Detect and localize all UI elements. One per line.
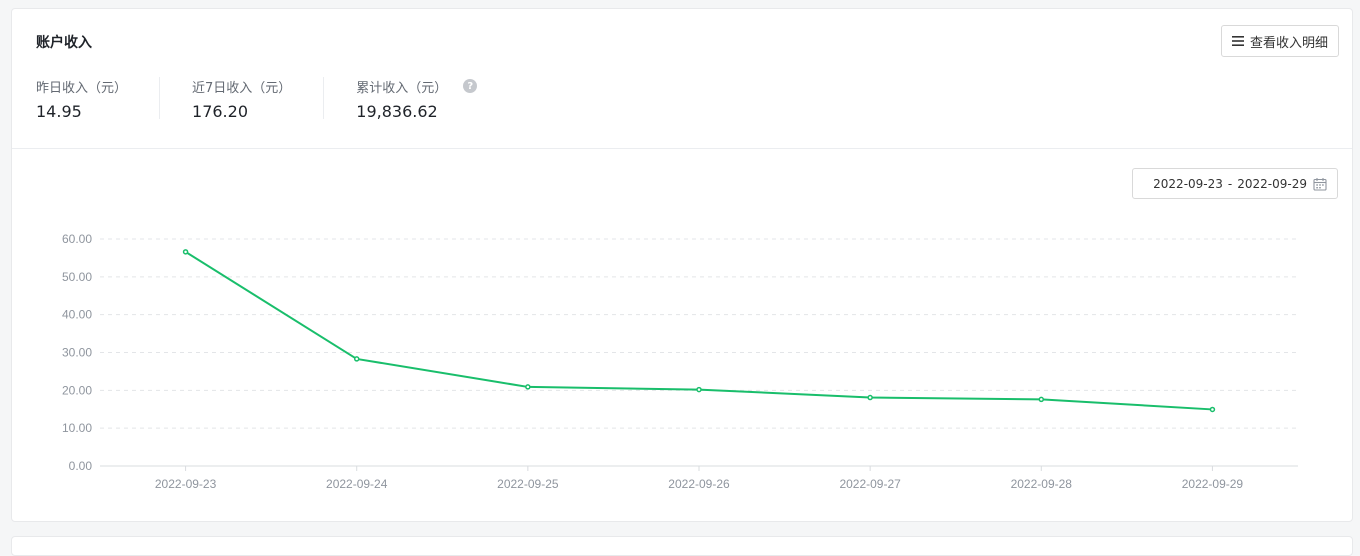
chart-data-point: [525, 384, 531, 390]
chart-y-tick-label: 0.00: [69, 459, 93, 473]
chart-y-tick-label: 50.00: [62, 270, 92, 284]
chart-x-tick-label: 2022-09-27: [839, 477, 901, 491]
stat-label: 近7日收入（元）: [192, 80, 292, 96]
view-income-detail-label: 查看收入明细: [1249, 35, 1328, 51]
section-divider: [12, 148, 1352, 149]
chart-x-tick-label: 2022-09-24: [326, 477, 388, 491]
income-stats: 昨日收入（元） 14.95 近7日收入（元） 176.20 累计收入（元） ? …: [36, 77, 541, 121]
view-income-detail-button[interactable]: 查看收入明细: [1221, 25, 1339, 57]
stat-value: 14.95: [36, 102, 82, 121]
stat-total: 累计收入（元） ? 19,836.62: [356, 77, 509, 121]
chart-data-point: [696, 386, 702, 393]
date-range-start: 2022-09-23: [1153, 176, 1223, 191]
stat-yesterday: 昨日收入（元） 14.95: [36, 77, 161, 121]
chart-x-tick-label: 2022-09-29: [1182, 477, 1244, 491]
income-line-chart: 60.00 50.00 40.00 30.00 20.00 10.00 0.00 2022-0…: [62, 232, 1298, 491]
stat-label: 昨日收入（元）: [36, 80, 128, 96]
chart-x-tick-label: 2022-09-28: [1011, 477, 1073, 491]
stat-value: 176.20: [192, 102, 248, 121]
stat-label-row: 累计收入（元） ?: [356, 77, 478, 96]
chart-data-point: [182, 249, 189, 255]
chart-y-tick-label: 10.00: [62, 421, 92, 435]
stat-label: 累计收入（元）: [356, 80, 448, 96]
card-title: 账户收入: [36, 35, 92, 51]
chart-x-tick-label: 2022-09-23: [155, 477, 217, 491]
chart-y-tick-label: 60.00: [62, 232, 92, 246]
chart-data-point: [353, 356, 360, 362]
chart-y-tick-label: 40.00: [62, 308, 92, 322]
date-range-separator: -: [1227, 176, 1233, 191]
chart-data-point: [1038, 396, 1045, 403]
question-mark-icon[interactable]: ?: [463, 79, 478, 93]
calendar-icon: [1313, 177, 1327, 191]
date-range-picker[interactable]: 2022-09-23 - 2022-09-29: [1132, 168, 1338, 199]
chart-y-tick-label: 30.00: [62, 346, 92, 360]
chart-y-tick-label: 20.00: [62, 383, 92, 397]
chart-data-point: [1209, 406, 1216, 413]
chart-x-tick-label: 2022-09-26: [668, 477, 730, 491]
chart-series-line: [185, 251, 1213, 411]
stat-value: 19,836.62: [356, 102, 438, 121]
chart-data-point: [867, 394, 873, 401]
next-card: [11, 536, 1353, 556]
chart-x-tick-label: 2022-09-25: [497, 477, 559, 491]
account-income-card: 账户收入 查看收入明细 昨日收入（元） 14.95 近7日收入（元） 176.2…: [11, 8, 1353, 522]
date-range-end: 2022-09-29: [1237, 176, 1307, 191]
stat-last-7-days: 近7日收入（元） 176.20: [192, 77, 325, 121]
menu-list-icon: [1231, 36, 1244, 46]
